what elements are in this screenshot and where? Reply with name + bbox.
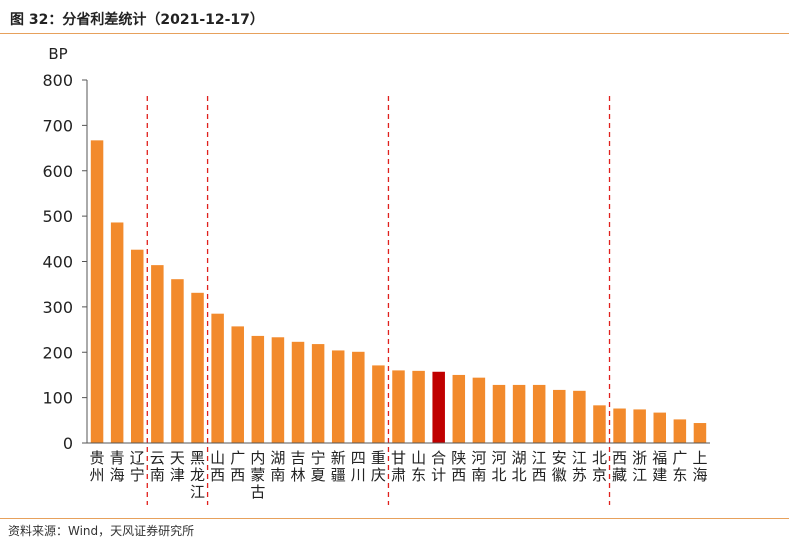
x-category-label: 青海 — [110, 449, 125, 484]
y-tick-label: 400 — [42, 253, 73, 272]
bar-浙江 — [633, 409, 646, 443]
bar-宁夏 — [311, 344, 325, 443]
y-tick-label: 100 — [42, 389, 73, 408]
x-category-label: 贵州 — [90, 449, 105, 484]
bottom-rule — [0, 518, 789, 519]
source-note: 资料来源：Wind，天风证券研究所 — [8, 524, 195, 538]
bar-河北 — [492, 384, 506, 443]
y-axis-unit-label: BP — [48, 45, 67, 63]
figure-title: 图 32：分省利差统计（2021-12-17） — [10, 12, 264, 28]
bar-四川 — [352, 351, 365, 443]
bar-上海 — [693, 423, 707, 443]
bar-新疆 — [331, 350, 345, 443]
x-category-label: 浙江 — [632, 449, 647, 484]
x-category-label: 吉林 — [291, 449, 306, 484]
bar-西藏 — [613, 408, 626, 443]
bar-合计 — [432, 371, 445, 443]
x-category-label: 江苏 — [572, 449, 587, 484]
bar-黑龙江 — [191, 292, 204, 443]
x-category-label: 福建 — [652, 449, 667, 484]
bar-江西 — [532, 384, 546, 443]
x-category-label: 西藏 — [612, 449, 627, 484]
bar-贵州 — [90, 140, 104, 443]
bar-福建 — [653, 412, 667, 443]
bar-天津 — [171, 279, 184, 443]
bar-重庆 — [372, 365, 385, 443]
bar-辽宁 — [130, 249, 144, 443]
y-tick-label: 0 — [63, 434, 73, 453]
bar-湖南 — [271, 337, 285, 443]
x-axis-labels: 贵州青海辽宁云南天津黑龙江山西广西内蒙古湖南吉林宁夏新疆四川重庆甘肃山东合计陕西… — [90, 449, 708, 501]
bar-广西 — [231, 326, 244, 443]
y-tick-label: 300 — [42, 298, 73, 317]
x-category-label: 山东 — [411, 449, 426, 484]
x-category-label: 北京 — [592, 449, 607, 484]
y-tick-label: 500 — [42, 207, 73, 226]
x-category-label: 重庆 — [371, 449, 386, 484]
x-category-label: 湖北 — [512, 449, 527, 484]
bar-内蒙古 — [251, 335, 265, 443]
bar-青海 — [110, 222, 124, 443]
x-category-label: 黑龙江 — [190, 449, 205, 501]
bar-广东 — [673, 419, 687, 443]
x-category-label: 陕西 — [451, 449, 466, 484]
x-category-label: 新疆 — [331, 449, 346, 484]
bar-云南 — [151, 265, 164, 443]
x-category-label: 内蒙古 — [250, 449, 265, 501]
group-dividers — [146, 96, 611, 505]
x-category-label: 合计 — [431, 449, 446, 484]
bar-河南 — [472, 377, 486, 443]
bar-山东 — [412, 370, 425, 443]
x-category-label: 宁夏 — [311, 449, 326, 484]
x-category-label: 河北 — [491, 449, 506, 484]
bar-陕西 — [452, 374, 466, 443]
x-category-label: 江西 — [532, 449, 547, 484]
x-category-label: 上海 — [692, 449, 707, 484]
x-category-label: 湖南 — [270, 449, 285, 484]
x-category-label: 云南 — [150, 449, 165, 484]
y-tick-label: 700 — [42, 116, 73, 135]
bar-甘肃 — [392, 370, 405, 443]
bar-北京 — [593, 405, 606, 443]
x-category-label: 四川 — [351, 449, 366, 484]
x-category-label: 山西 — [210, 449, 225, 484]
x-category-label: 甘肃 — [391, 449, 406, 484]
y-tick-label: 600 — [42, 162, 73, 181]
bars — [90, 140, 707, 443]
x-category-label: 河南 — [471, 449, 486, 484]
bar-山西 — [211, 313, 224, 443]
x-category-label: 安徽 — [552, 449, 567, 484]
x-category-label: 广西 — [230, 449, 245, 484]
x-category-label: 广东 — [672, 449, 687, 484]
x-category-label: 辽宁 — [130, 449, 145, 484]
y-tick-label: 200 — [42, 343, 73, 362]
bar-江苏 — [573, 390, 586, 443]
y-axis-ticks: 0 100 200 300 400 500 600 700 800 — [42, 71, 87, 453]
bar-湖北 — [512, 384, 526, 443]
bar-吉林 — [291, 341, 305, 443]
top-rule — [0, 33, 789, 34]
x-category-label: 天津 — [170, 449, 185, 484]
bar-安徽 — [553, 389, 566, 443]
y-tick-label: 800 — [42, 71, 73, 90]
